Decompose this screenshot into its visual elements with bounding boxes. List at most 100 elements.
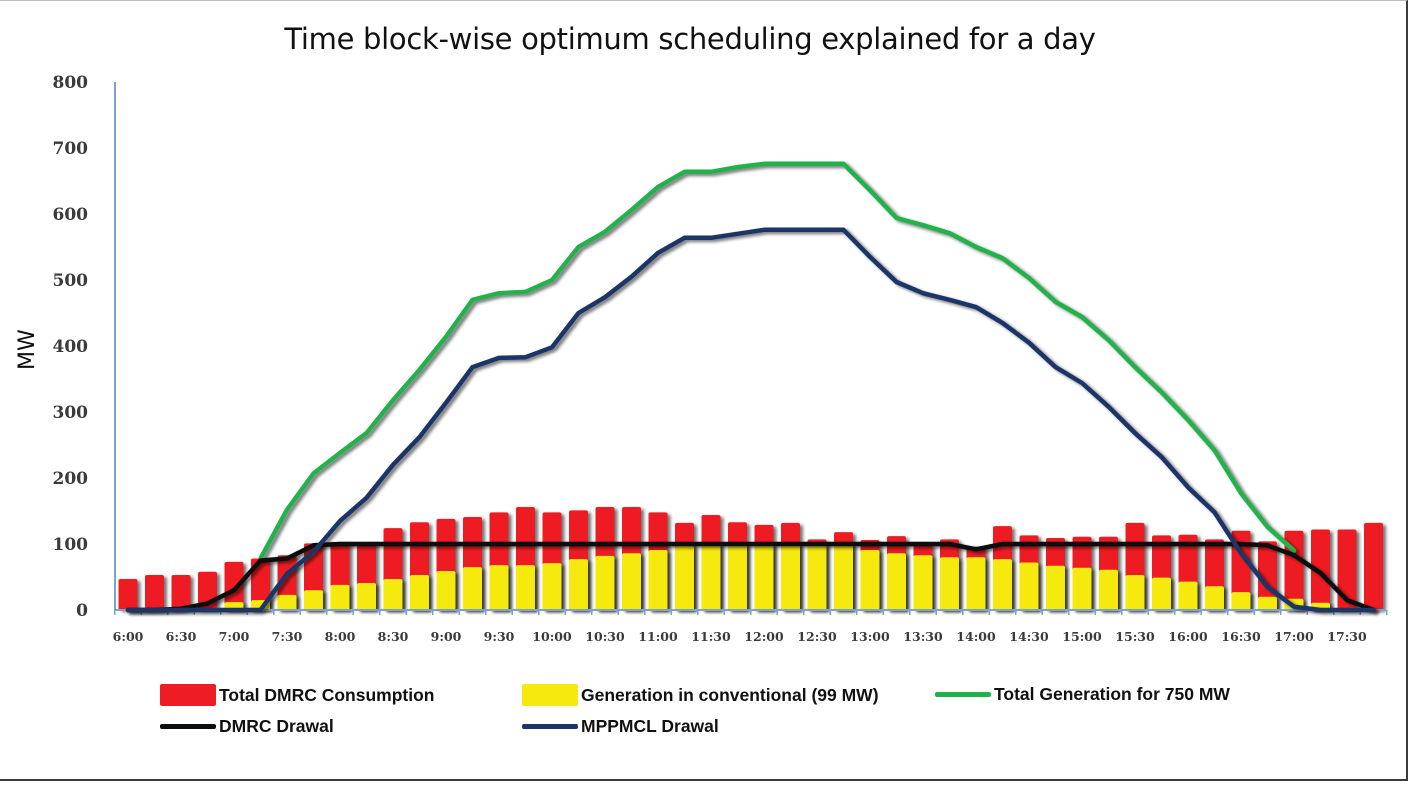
bar-generation-in-conventional-99-mw (622, 553, 641, 610)
bar-generation-in-conventional-99-mw (595, 555, 615, 610)
bar-generation-in-conventional-99-mw (1099, 569, 1118, 610)
bar-generation-in-conventional-99-mw (1258, 596, 1277, 610)
bar-generation-in-conventional-99-mw (781, 544, 800, 610)
bar-total-dmrc-consumption (1284, 530, 1304, 610)
x-tick-label: 13:30 (903, 629, 943, 644)
bar-generation-in-conventional-99-mw (940, 557, 959, 610)
x-tick-label: 8:30 (378, 629, 409, 644)
bar-generation-in-conventional-99-mw (1019, 562, 1039, 610)
legend-label: DMRC Drawal (219, 716, 334, 736)
bar-generation-in-conventional-99-mw (1152, 577, 1171, 610)
x-axis-ticks: 6:00 6:30 7:00 7:30 8:00 8:30 9:00 9:30 10:00 10:… (113, 629, 1367, 644)
x-tick-label: 7:30 (272, 629, 303, 644)
legend-label: MPPMCL Drawal (581, 716, 719, 736)
bar-total-dmrc-consumption (1337, 529, 1357, 610)
bar-generation-in-conventional-99-mw (1072, 567, 1092, 610)
bar-generation-in-conventional-99-mw (357, 582, 376, 610)
x-tick-label: 14:00 (956, 629, 996, 644)
chart-title: Time block-wise optimum scheduling expla… (284, 22, 1096, 56)
bar-generation-in-conventional-99-mw (754, 544, 774, 610)
x-tick-label: 11:00 (638, 629, 678, 644)
y-tick-label: 300 (53, 403, 89, 423)
bar-generation-in-conventional-99-mw (383, 578, 403, 610)
chart-plot: 0 100 200 300 400 500 600 700 800 6:00 6:30 7:00 7:… (53, 73, 1388, 644)
series-generation-conventional (198, 544, 1330, 610)
bar-generation-in-conventional-99-mw (1125, 575, 1145, 610)
legend-swatch-black-line (160, 724, 216, 729)
y-tick-label: 600 (53, 205, 89, 225)
x-tick-label: 7:00 (219, 629, 250, 644)
bar-generation-in-conventional-99-mw (436, 571, 456, 610)
bar-generation-in-conventional-99-mw (277, 594, 297, 610)
legend-item-total-dmrc-consumption: Total DMRC Consumption (160, 684, 434, 706)
bar-generation-in-conventional-99-mw (966, 557, 986, 610)
legend-label: Total DMRC Consumption (219, 684, 435, 705)
y-tick-label: 800 (53, 73, 89, 93)
bar-generation-in-conventional-99-mw (701, 544, 721, 610)
legend-item-total-generation: Total Generation for 750 MW (935, 684, 1230, 705)
x-tick-label: 17:00 (1274, 629, 1314, 644)
bar-generation-in-conventional-99-mw (1205, 586, 1224, 610)
legend: Total DMRC Consumption Generation in con… (0, 684, 1412, 744)
y-axis-ticks: 0 100 200 300 400 500 600 700 800 (53, 73, 89, 621)
bar-generation-in-conventional-99-mw (1231, 592, 1251, 610)
legend-swatch-yellow (522, 684, 578, 706)
x-tick-label: 15:30 (1115, 629, 1155, 644)
bar-generation-in-conventional-99-mw (304, 590, 323, 610)
line-dmrc-drawal (125, 541, 1376, 613)
x-tick-label: 14:30 (1009, 629, 1049, 644)
bar-total-dmrc-consumption (145, 575, 164, 610)
bar-total-dmrc-consumption (251, 558, 270, 610)
bar-generation-in-conventional-99-mw (410, 575, 429, 610)
bar-total-dmrc-consumption (171, 575, 191, 610)
legend-swatch-green-line (935, 692, 991, 697)
x-tick-label: 10:30 (585, 629, 625, 644)
x-tick-label: 11:30 (691, 629, 731, 644)
bar-generation-in-conventional-99-mw (913, 555, 933, 610)
y-tick-label: 200 (53, 469, 89, 489)
legend-item-generation-conventional: Generation in conventional (99 MW) (522, 684, 879, 706)
bar-generation-in-conventional-99-mw (993, 559, 1012, 610)
bar-generation-in-conventional-99-mw (860, 549, 880, 610)
x-tick-label: 6:00 (113, 629, 144, 644)
x-tick-label: 17:30 (1327, 629, 1367, 644)
bar-generation-in-conventional-99-mw (648, 549, 668, 610)
bar-generation-in-conventional-99-mw (728, 544, 747, 610)
line-total-generation-for-750-mw (258, 161, 1297, 561)
legend-label: Total Generation for 750 MW (994, 684, 1230, 704)
axes (114, 82, 1388, 615)
bar-generation-in-conventional-99-mw (807, 544, 827, 610)
y-tick-label: 100 (53, 535, 89, 555)
line-mppmcl-drawal (125, 227, 1376, 613)
bar-total-dmrc-consumption (1231, 530, 1251, 610)
legend-swatch-red (160, 684, 216, 706)
bar-generation-in-conventional-99-mw (1046, 565, 1065, 610)
y-tick-label: 400 (53, 337, 89, 357)
bar-total-dmrc-consumption (224, 561, 244, 610)
legend-item-mppmcl-drawal: MPPMCL Drawal (522, 716, 719, 737)
x-tick-label: 12:00 (744, 629, 784, 644)
x-tick-label: 13:00 (850, 629, 890, 644)
x-tick-label: 15:00 (1062, 629, 1102, 644)
x-tick-label: 10:00 (532, 629, 572, 644)
bar-generation-in-conventional-99-mw (330, 584, 350, 610)
legend-label: Generation in conventional (99 MW) (581, 684, 879, 705)
bar-generation-in-conventional-99-mw (516, 565, 535, 610)
bar-generation-in-conventional-99-mw (834, 544, 853, 610)
x-tick-label: 16:00 (1168, 629, 1208, 644)
bar-generation-in-conventional-99-mw (463, 567, 482, 610)
legend-item-dmrc-drawal: DMRC Drawal (160, 716, 334, 737)
y-tick-label: 0 (76, 601, 88, 621)
x-tick-label: 9:30 (484, 629, 515, 644)
x-tick-label: 8:00 (325, 629, 356, 644)
y-tick-label: 700 (53, 139, 89, 159)
bar-total-dmrc-consumption (118, 578, 138, 610)
x-tick-label: 16:30 (1221, 629, 1261, 644)
bar-generation-in-conventional-99-mw (569, 559, 588, 610)
bar-total-dmrc-consumption (1311, 529, 1330, 610)
bar-generation-in-conventional-99-mw (542, 563, 562, 610)
legend-swatch-blue-line (522, 724, 578, 729)
bar-generation-in-conventional-99-mw (887, 553, 906, 610)
bar-generation-in-conventional-99-mw (1178, 581, 1198, 610)
